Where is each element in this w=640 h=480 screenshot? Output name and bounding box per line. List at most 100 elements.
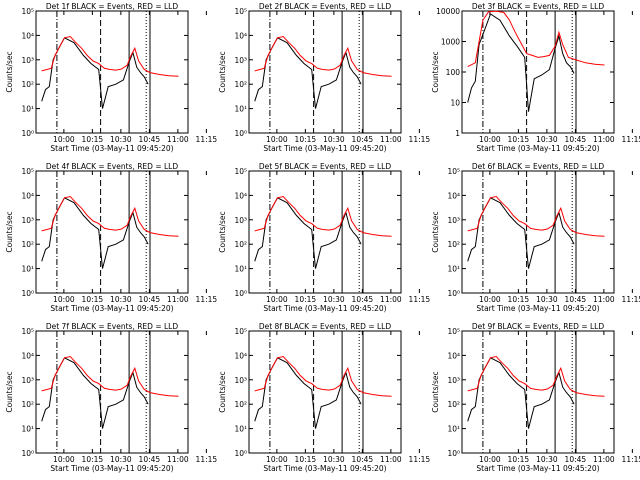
y-tick-label: 10² xyxy=(234,400,247,409)
events-series-line xyxy=(254,357,362,429)
events-series-line xyxy=(41,197,149,269)
y-tick-label: 10³ xyxy=(234,216,247,225)
y-tick-label: 10¹ xyxy=(234,265,247,274)
chart-title: Det 4f BLACK = Events, RED = LLD xyxy=(46,162,179,171)
x-tick-label: 10:30 xyxy=(536,455,558,464)
x-tick-label: 10:15 xyxy=(508,455,530,464)
lld-series-line xyxy=(467,355,605,397)
x-tick-label: 11:15 xyxy=(409,455,431,464)
x-tick-label: 10:45 xyxy=(352,135,374,144)
y-tick-label: 10¹ xyxy=(21,425,34,434)
y-tick-label: 10⁵ xyxy=(21,7,34,16)
chart-title: Det 1f BLACK = Events, RED = LLD xyxy=(46,2,179,11)
x-axis-label: Start Time (03-May-11 09:45:20) xyxy=(476,304,599,313)
x-tick-label: 11:00 xyxy=(380,295,402,304)
chart-title: Det 5f BLACK = Events, RED = LLD xyxy=(259,162,392,171)
y-tick-label: 10⁵ xyxy=(234,167,247,176)
x-tick-label: 10:45 xyxy=(352,455,374,464)
events-series-line xyxy=(41,37,149,109)
plot-frame xyxy=(35,330,189,454)
y-tick-label: 10¹ xyxy=(447,425,460,434)
y-tick-label: 10³ xyxy=(21,376,34,385)
chart-panel-8: Det 8f BLACK = Events, RED = LLD 10⁰ 10¹ 10… xyxy=(218,322,430,473)
plot-frame xyxy=(35,10,189,134)
x-tick-label: 10:15 xyxy=(508,295,530,304)
y-tick-label: 10³ xyxy=(21,216,34,225)
y-tick-label: 10⁵ xyxy=(21,167,34,176)
x-tick-label: 10:15 xyxy=(295,295,317,304)
y-tick-label: 10³ xyxy=(447,376,460,385)
plot-frame xyxy=(248,330,402,454)
x-tick-label: 11:15 xyxy=(196,295,218,304)
y-tick-label: 10⁴ xyxy=(447,351,460,360)
y-axis-label: Counts/sec xyxy=(431,371,440,412)
events-series-line xyxy=(254,37,362,109)
chart-panel-5: Det 5f BLACK = Events, RED = LLD 10⁰ 10¹ 10… xyxy=(218,162,430,313)
chart-panel-2: Det 2f BLACK = Events, RED = LLD 10⁰ 10¹ 10… xyxy=(218,2,430,153)
x-tick-label: 10:45 xyxy=(565,295,587,304)
plot-frame xyxy=(248,10,402,134)
y-tick-label: 10² xyxy=(21,400,34,409)
y-tick-label: 10⁵ xyxy=(234,7,247,16)
x-tick-label: 11:15 xyxy=(622,295,640,304)
plot-frame xyxy=(35,170,189,294)
y-tick-label: 10⁰ xyxy=(21,449,34,458)
y-tick-label: 100 xyxy=(446,68,461,77)
y-tick-label: 10³ xyxy=(447,216,460,225)
chart-title: Det 3f BLACK = Events, RED = LLD xyxy=(472,2,605,11)
x-axis-label: Start Time (03-May-11 09:45:20) xyxy=(50,304,173,313)
lld-series-line xyxy=(467,10,605,68)
y-tick-label: 10⁴ xyxy=(234,191,247,200)
y-tick-label: 10⁰ xyxy=(234,289,247,298)
y-tick-label: 10² xyxy=(21,80,34,89)
y-tick-label: 10¹ xyxy=(21,265,34,274)
y-tick-label: 10⁴ xyxy=(234,31,247,40)
x-axis-label: Start Time (03-May-11 09:45:20) xyxy=(263,304,386,313)
y-tick-label: 10000 xyxy=(436,7,460,16)
y-tick-label: 10² xyxy=(21,240,34,249)
chart-panel-6: Det 6f BLACK = Events, RED = LLD 10⁰ 10¹ 10… xyxy=(431,162,640,313)
lld-series-line xyxy=(254,195,392,237)
x-tick-label: 11:00 xyxy=(380,135,402,144)
events-series-line xyxy=(41,357,149,429)
chart-panel-3: Det 3f BLACK = Events, RED = LLD 1 10 100 10… xyxy=(431,2,640,153)
y-tick-label: 1000 xyxy=(441,38,460,47)
y-tick-label: 10⁰ xyxy=(21,129,34,138)
x-tick-label: 11:15 xyxy=(622,135,640,144)
x-tick-label: 11:15 xyxy=(622,455,640,464)
x-tick-label: 10:00 xyxy=(53,455,75,464)
events-series-line xyxy=(254,197,362,269)
y-tick-label: 10⁰ xyxy=(447,289,460,298)
x-tick-label: 10:00 xyxy=(479,295,501,304)
x-tick-label: 11:00 xyxy=(593,455,615,464)
y-tick-label: 10⁵ xyxy=(447,327,460,336)
x-tick-label: 10:30 xyxy=(323,135,345,144)
y-tick-label: 1 xyxy=(455,129,460,138)
y-axis-label: Counts/sec xyxy=(431,51,440,92)
y-axis-label: Counts/sec xyxy=(5,371,14,412)
y-tick-label: 10⁴ xyxy=(21,351,34,360)
x-axis-label: Start Time (03-May-11 09:45:20) xyxy=(263,464,386,473)
chart-panel-1: Det 1f BLACK = Events, RED = LLD 10⁰ 10¹ 10… xyxy=(5,2,217,153)
x-axis-label: Start Time (03-May-11 09:45:20) xyxy=(50,464,173,473)
x-tick-label: 10:45 xyxy=(565,135,587,144)
y-tick-label: 10² xyxy=(447,400,460,409)
x-tick-label: 10:45 xyxy=(139,455,161,464)
y-tick-label: 10¹ xyxy=(234,105,247,114)
x-tick-label: 11:15 xyxy=(409,295,431,304)
x-tick-label: 10:30 xyxy=(110,295,132,304)
y-tick-label: 10⁴ xyxy=(447,191,460,200)
x-axis-label: Start Time (03-May-11 09:45:20) xyxy=(263,144,386,153)
x-tick-label: 10:00 xyxy=(266,135,288,144)
y-tick-label: 10³ xyxy=(234,56,247,65)
plot-frame xyxy=(461,330,615,454)
y-tick-label: 10¹ xyxy=(21,105,34,114)
x-tick-label: 10:30 xyxy=(323,295,345,304)
chart-panel-4: Det 4f BLACK = Events, RED = LLD 10⁰ 10¹ 10… xyxy=(5,162,217,313)
x-tick-label: 10:15 xyxy=(508,135,530,144)
chart-panel-7: Det 7f BLACK = Events, RED = LLD 10⁰ 10¹ 10… xyxy=(5,322,217,473)
y-tick-label: 10⁰ xyxy=(234,449,247,458)
y-tick-label: 10³ xyxy=(234,376,247,385)
x-tick-label: 11:00 xyxy=(167,295,189,304)
x-tick-label: 11:15 xyxy=(196,135,218,144)
